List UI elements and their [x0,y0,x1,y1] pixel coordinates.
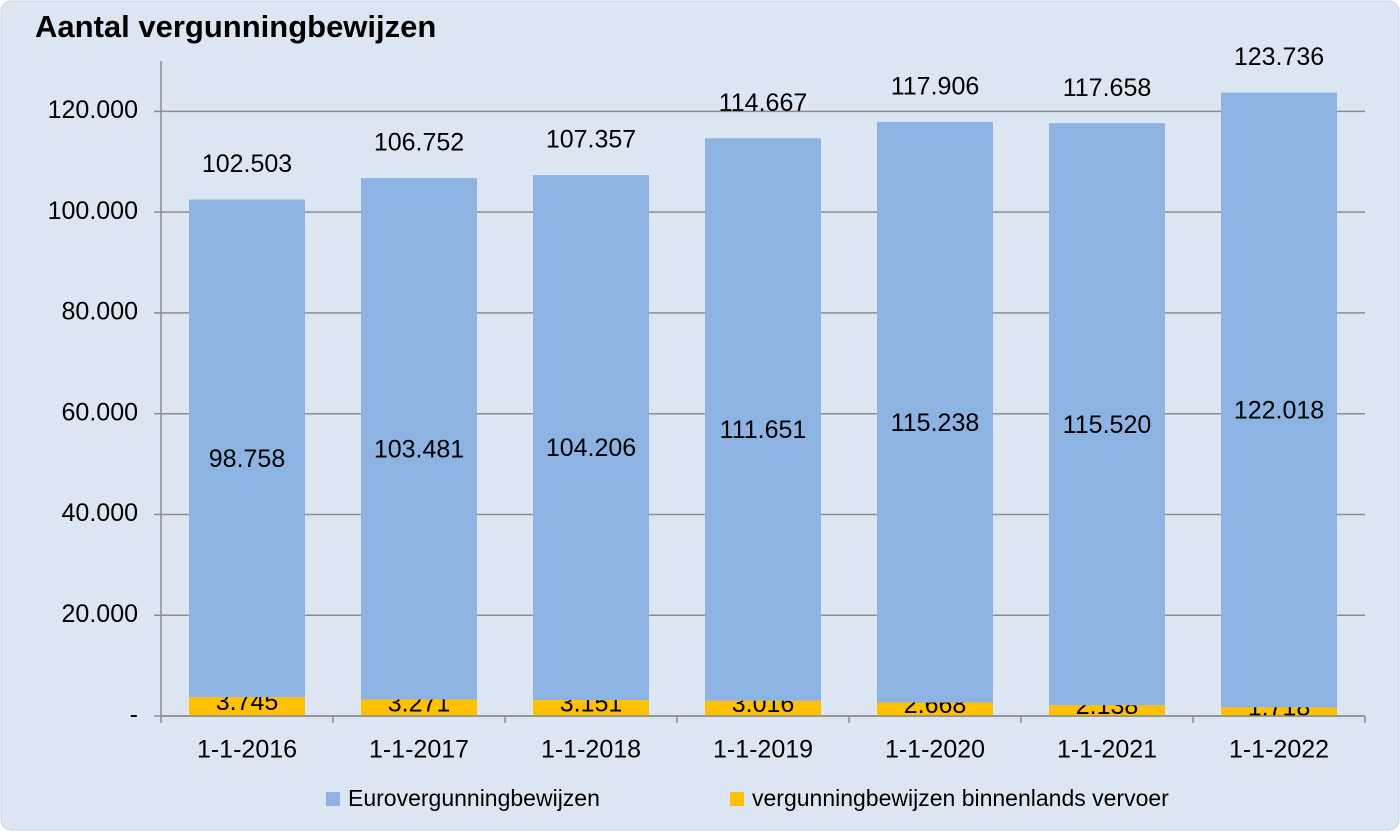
data-label: 122.018 [1234,397,1324,425]
bar-segment [1049,123,1165,706]
bar-segment [361,699,477,716]
y-tick-label: - [130,701,138,729]
total-label: 102.503 [202,150,292,178]
x-tick-label: 1-1-2020 [885,736,985,764]
bar-segment [705,700,821,716]
y-tick-label: 80.000 [62,298,138,326]
bar-segment [533,700,649,716]
legend-swatch [730,792,744,806]
data-label: 115.238 [891,409,980,437]
total-label: 106.752 [374,129,464,157]
legend-swatch [326,792,340,806]
y-tick-label: 120.000 [48,96,138,124]
chart-title: Aantal vergunningbewijzen [35,9,436,44]
bar-segment [361,178,477,700]
bar-segment [877,121,993,703]
bar-segment [1049,705,1165,716]
legend-label: Eurovergunningbewijzen [348,785,600,811]
total-label: 117.658 [1063,74,1152,102]
legend-label: vergunningbewijzen binnenlands vervoer [752,785,1169,811]
bar-segment [705,138,821,701]
data-label: 111.651 [720,416,807,444]
data-label: 104.206 [546,434,636,462]
bar-segment [877,702,993,716]
bar-segment [533,175,649,701]
y-tick-label: 100.000 [48,197,138,225]
data-label: 115.520 [1063,411,1152,439]
x-tick-label: 1-1-2022 [1229,736,1329,764]
y-tick-label: 20.000 [62,600,138,628]
total-label: 123.736 [1234,43,1324,71]
total-label: 117.906 [891,73,980,101]
y-tick-label: 40.000 [62,499,138,527]
data-label: 103.481 [374,435,464,463]
bar-segment [1221,707,1337,716]
x-tick-label: 1-1-2018 [541,736,641,764]
x-tick-label: 1-1-2019 [713,736,813,764]
x-tick-label: 1-1-2016 [197,736,297,764]
total-label: 114.667 [719,89,808,117]
bar-segment [189,199,305,698]
x-tick-label: 1-1-2021 [1057,736,1157,764]
bar-segment [189,697,305,716]
data-label: 98.758 [209,445,285,473]
bar-segment [1221,92,1337,708]
x-tick-label: 1-1-2017 [369,736,469,764]
y-tick-label: 60.000 [62,398,138,426]
total-label: 107.357 [546,126,636,154]
